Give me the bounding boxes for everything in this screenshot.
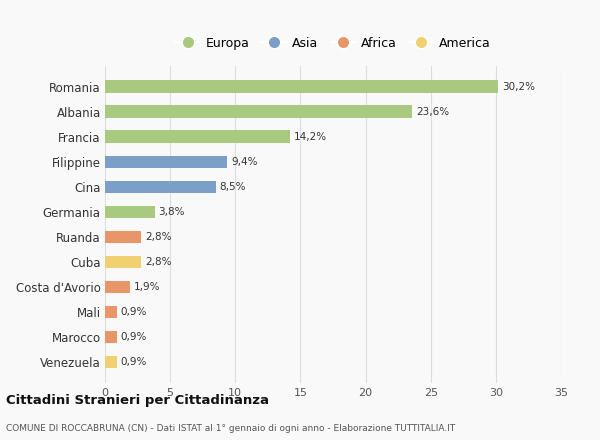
- Text: COMUNE DI ROCCABRUNA (CN) - Dati ISTAT al 1° gennaio di ogni anno - Elaborazione: COMUNE DI ROCCABRUNA (CN) - Dati ISTAT a…: [6, 425, 455, 433]
- Text: 2,8%: 2,8%: [145, 232, 172, 242]
- Text: 14,2%: 14,2%: [294, 132, 327, 142]
- Bar: [105, 81, 499, 93]
- Text: 8,5%: 8,5%: [220, 182, 246, 192]
- Text: 1,9%: 1,9%: [134, 282, 160, 292]
- Text: 3,8%: 3,8%: [158, 207, 185, 217]
- Bar: [105, 131, 290, 143]
- Bar: [105, 155, 227, 168]
- Text: 0,9%: 0,9%: [121, 307, 147, 317]
- Bar: [105, 256, 142, 268]
- Text: 0,9%: 0,9%: [121, 332, 147, 342]
- Text: 30,2%: 30,2%: [502, 82, 535, 92]
- Legend: Europa, Asia, Africa, America: Europa, Asia, Africa, America: [172, 33, 494, 53]
- Text: 0,9%: 0,9%: [121, 357, 147, 367]
- Bar: [105, 306, 117, 318]
- Text: 9,4%: 9,4%: [232, 157, 258, 167]
- Bar: [105, 205, 155, 218]
- Text: 2,8%: 2,8%: [145, 257, 172, 267]
- Text: 23,6%: 23,6%: [416, 107, 449, 117]
- Bar: [105, 281, 130, 293]
- Bar: [105, 231, 142, 243]
- Bar: [105, 356, 117, 368]
- Bar: [105, 106, 412, 118]
- Bar: [105, 180, 216, 193]
- Bar: [105, 331, 117, 343]
- Text: Cittadini Stranieri per Cittadinanza: Cittadini Stranieri per Cittadinanza: [6, 394, 269, 407]
